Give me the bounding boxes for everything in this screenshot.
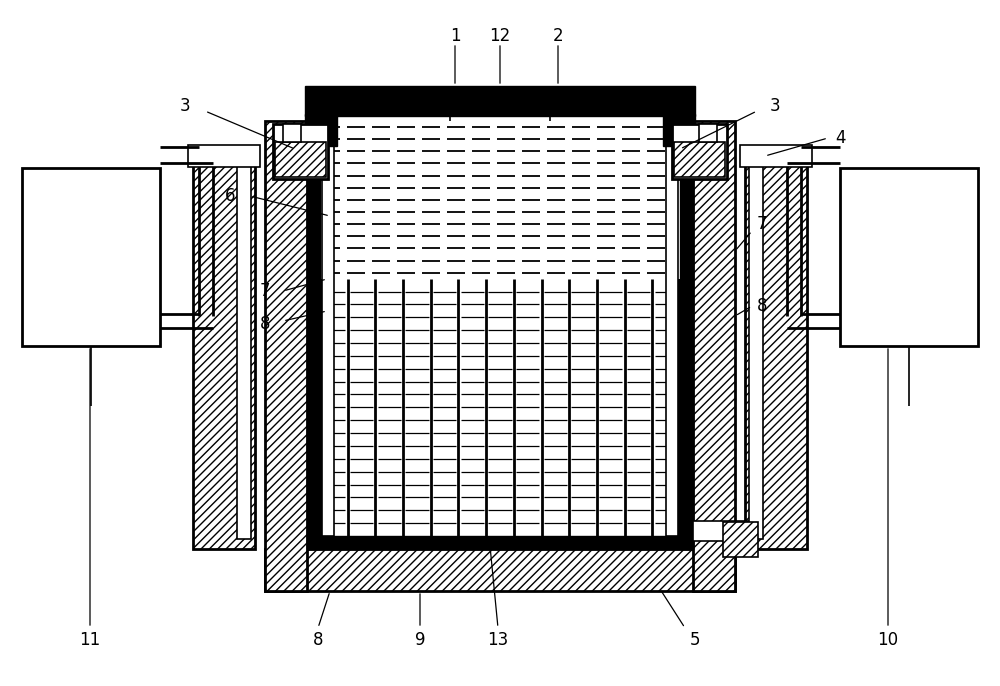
Bar [307, 536, 693, 549]
Bar [193, 149, 255, 549]
Bar [699, 124, 717, 142]
Text: 8: 8 [313, 631, 323, 649]
Bar [305, 114, 337, 146]
Bar [275, 142, 326, 177]
Bar [283, 124, 301, 142]
Bar [693, 521, 748, 541]
Text: 8: 8 [260, 315, 270, 333]
Bar [663, 114, 695, 146]
Bar [265, 549, 735, 591]
Bar [237, 159, 251, 539]
Bar [840, 168, 978, 346]
Bar [723, 522, 758, 557]
Bar [666, 119, 678, 536]
Bar [693, 121, 735, 591]
Bar [322, 119, 334, 536]
Text: 10: 10 [877, 631, 899, 649]
Text: 9: 9 [415, 631, 425, 649]
Bar [672, 124, 727, 179]
Bar [740, 145, 812, 167]
Bar [22, 168, 160, 346]
Bar [305, 86, 695, 116]
Bar [680, 121, 693, 549]
Text: 1: 1 [450, 27, 460, 45]
Text: 6: 6 [225, 187, 235, 205]
Bar [188, 145, 260, 167]
Bar [745, 149, 807, 549]
Bar [307, 121, 320, 549]
Text: 5: 5 [690, 631, 700, 649]
Text: 7: 7 [260, 282, 270, 300]
Text: 12: 12 [489, 27, 511, 45]
Text: 4: 4 [835, 129, 845, 147]
Bar [674, 142, 725, 177]
Bar [265, 121, 307, 591]
Bar [273, 124, 328, 179]
Text: 7: 7 [757, 215, 767, 233]
Text: 8: 8 [757, 297, 767, 315]
Text: 2: 2 [553, 27, 563, 45]
Text: 13: 13 [487, 631, 509, 649]
Bar [749, 159, 763, 539]
Text: 11: 11 [79, 631, 101, 649]
Text: 3: 3 [180, 97, 190, 115]
Text: 3: 3 [770, 97, 780, 115]
